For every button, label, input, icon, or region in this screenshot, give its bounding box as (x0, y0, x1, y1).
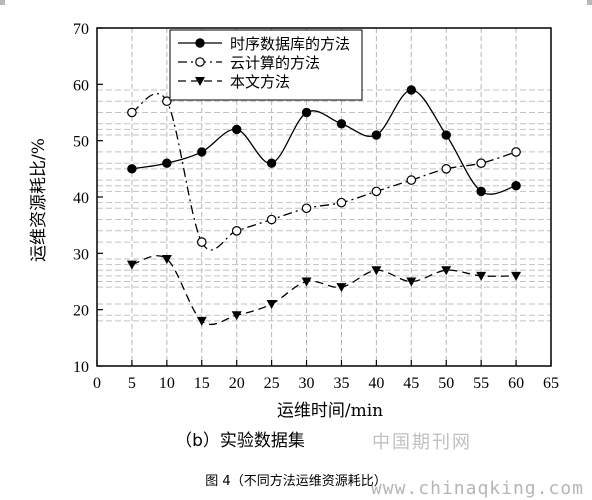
data-point-triangle (406, 277, 417, 287)
data-point-filled-circle (511, 181, 521, 191)
y-tick-label: 60 (73, 77, 89, 94)
data-point-triangle (126, 260, 137, 270)
x-tick-label: 40 (368, 375, 384, 392)
series-curve (131, 89, 517, 195)
data-point-open-circle (266, 214, 277, 225)
data-point-filled-circle (231, 124, 242, 135)
y-tick-label: 30 (73, 246, 89, 263)
data-point-triangle (196, 316, 207, 326)
axes: 0 5 10 15 20 25 30 35 40 45 50 55 60 65 10 20 30 40 50 60 70 (73, 21, 559, 392)
x-tick-label: 5 (128, 375, 136, 392)
y-tick-label: 50 (73, 134, 89, 151)
watermark-url: www.chinaqking.com (370, 478, 584, 499)
x-tick-label: 60 (508, 375, 524, 392)
data-point-triangle (336, 283, 347, 293)
data-point-open-circle (196, 237, 207, 247)
data-point-open-circle (511, 147, 521, 157)
x-tick-label: 65 (543, 375, 559, 392)
data-point-open-circle (301, 203, 312, 214)
data-point-filled-circle (162, 158, 172, 168)
data-point-open-circle (162, 96, 172, 107)
data-point-open-circle (441, 164, 452, 174)
y-tick-label: 20 (73, 303, 89, 320)
y-tick-label: 40 (73, 190, 89, 207)
data-point-triangle (441, 266, 452, 276)
x-tick-label: 50 (438, 375, 454, 392)
watermark-site-name: 中国期刊网 (372, 432, 472, 453)
y-tick-label: 10 (73, 359, 89, 376)
x-tick-label: 55 (473, 375, 489, 392)
data-point-filled-circle (301, 107, 312, 118)
data-point-filled-circle (441, 130, 451, 140)
data-point-triangle (476, 271, 487, 281)
x-tick-label: 45 (403, 375, 419, 392)
data-point-open-circle (127, 107, 137, 118)
data-point-open-circle (336, 197, 347, 208)
x-tick-label: 30 (299, 375, 315, 392)
data-point-filled-circle (195, 38, 205, 48)
legend-label: 本文方法 (230, 73, 290, 91)
series-group (126, 85, 522, 326)
data-point-triangle (161, 254, 172, 264)
data-point-triangle (371, 266, 382, 276)
data-point-filled-circle (127, 164, 137, 174)
series-curve (131, 255, 517, 326)
legend-label: 时序数据库的方法 (230, 35, 350, 53)
series-curve (131, 93, 517, 251)
data-point-filled-circle (336, 119, 347, 129)
data-point-triangle (195, 77, 205, 86)
x-tick-label: 0 (93, 375, 101, 392)
data-point-filled-circle (197, 147, 207, 157)
data-point-open-circle (406, 175, 417, 185)
data-point-open-circle (476, 158, 486, 168)
corner-mark-right (587, 0, 592, 5)
data-point-filled-circle (266, 158, 277, 168)
y-tick-label: 70 (73, 21, 89, 38)
data-point-open-circle (371, 186, 382, 197)
series-line (127, 85, 521, 197)
x-tick-label: 15 (194, 375, 210, 392)
data-point-filled-circle (476, 186, 486, 197)
data-point-triangle (266, 300, 277, 310)
corner-mark-left (0, 0, 5, 5)
data-point-filled-circle (371, 130, 382, 140)
y-axis-label: 运维资源耗比/% (29, 138, 49, 262)
data-point-open-circle (231, 226, 242, 236)
series-line (127, 93, 521, 251)
data-point-triangle (231, 311, 242, 321)
data-point-open-circle (195, 57, 205, 67)
legend-label: 云计算的方法 (230, 54, 320, 72)
data-point-triangle (301, 277, 312, 287)
x-tick-label: 10 (159, 375, 175, 392)
x-tick-label: 25 (264, 375, 280, 392)
x-tick-label: 20 (229, 375, 245, 392)
series-line (126, 254, 522, 326)
subfigure-caption: （b）实验数据集 (175, 431, 305, 451)
data-point-triangle (511, 271, 522, 281)
figure-caption: 图 4（不同方法运维资源耗比） (205, 474, 387, 489)
data-point-filled-circle (406, 85, 417, 95)
x-axis-label: 运维时间/min (277, 401, 383, 421)
x-tick-label: 35 (333, 375, 349, 392)
